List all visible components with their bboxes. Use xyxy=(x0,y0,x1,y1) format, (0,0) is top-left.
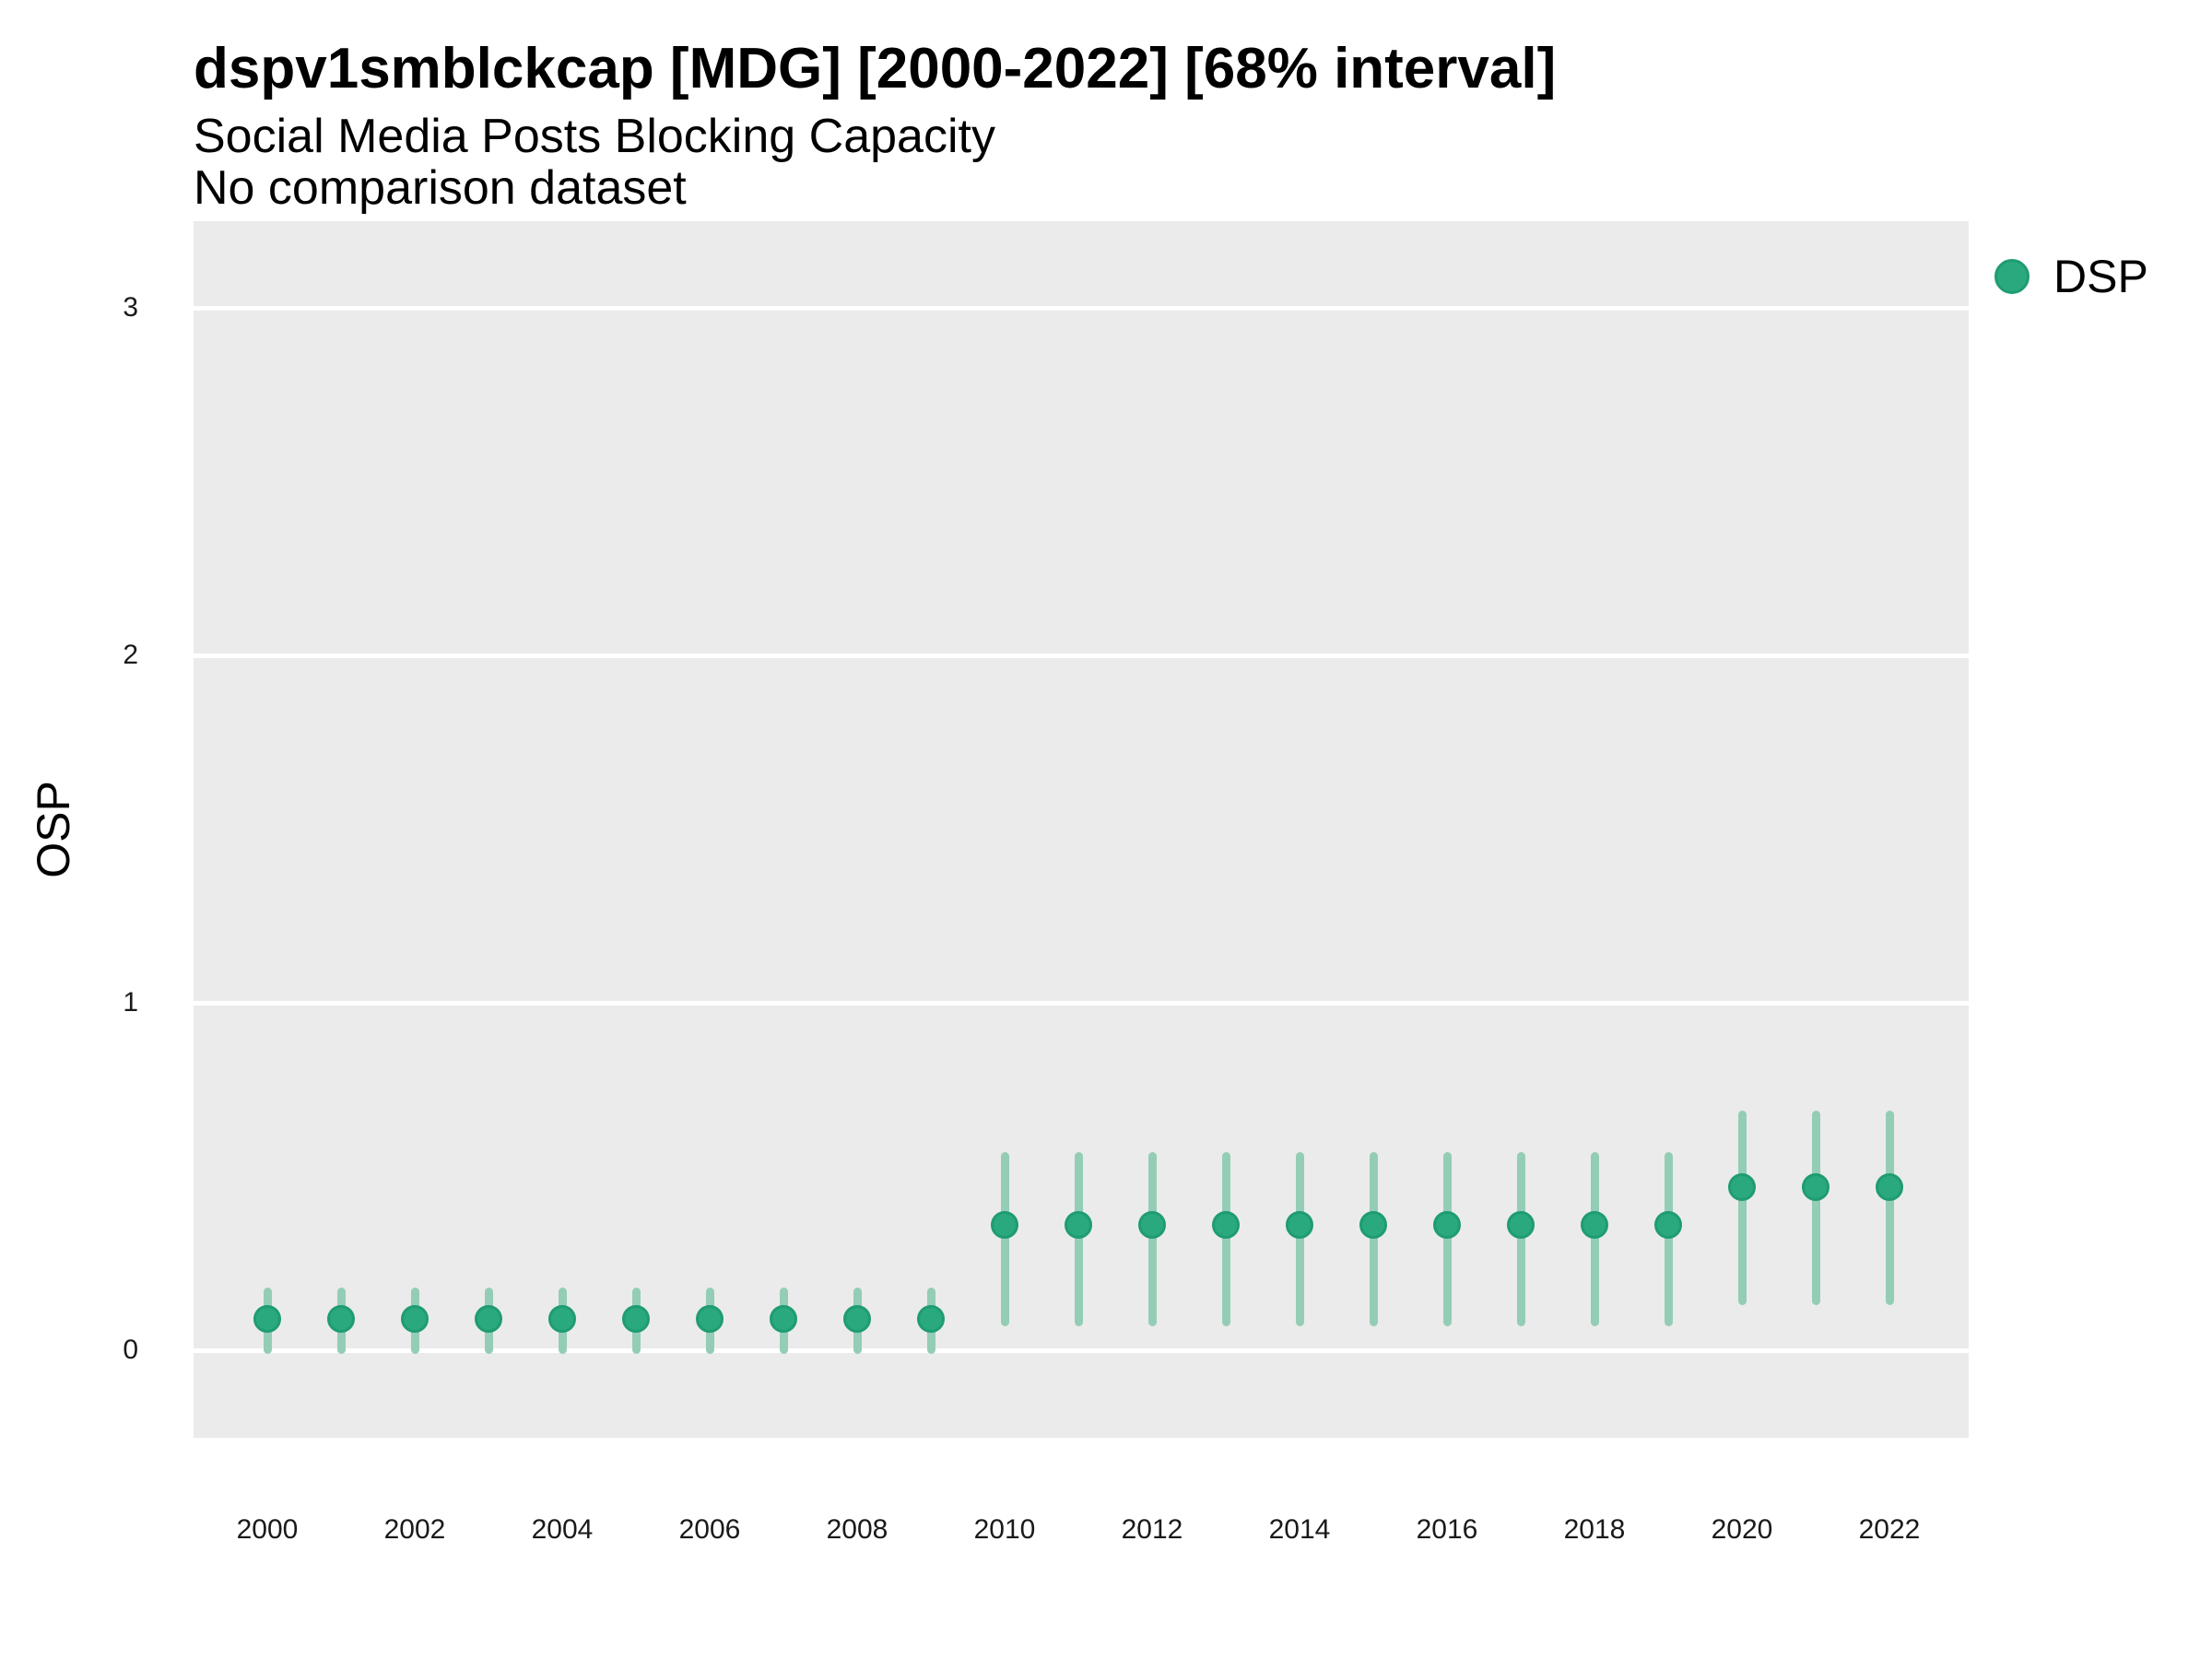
gridline-y-2 xyxy=(194,653,1969,658)
data-point-2016 xyxy=(1433,1211,1461,1240)
data-point-2018 xyxy=(1581,1211,1608,1240)
interval-bar-2016 xyxy=(1442,1152,1452,1326)
x-tick-label-2012: 2012 xyxy=(1121,1514,1183,1545)
x-tick-label-2014: 2014 xyxy=(1268,1514,1331,1545)
interval-bar-2015 xyxy=(1369,1152,1378,1326)
interval-bar-2010 xyxy=(1000,1152,1009,1326)
gridline-y-1 xyxy=(194,1000,1969,1006)
x-tick-label-2006: 2006 xyxy=(678,1514,741,1545)
interval-bar-2021 xyxy=(1811,1110,1820,1305)
x-tick-label-2018: 2018 xyxy=(1563,1514,1626,1545)
data-point-2005 xyxy=(622,1305,650,1334)
data-point-2003 xyxy=(475,1305,502,1334)
interval-bar-2012 xyxy=(1147,1152,1157,1326)
data-point-2014 xyxy=(1286,1211,1313,1240)
data-point-2019 xyxy=(1654,1211,1682,1240)
x-tick-label-2000: 2000 xyxy=(236,1514,299,1545)
data-point-2008 xyxy=(843,1305,871,1334)
x-tick-label-2016: 2016 xyxy=(1416,1514,1478,1545)
data-point-2004 xyxy=(548,1305,576,1334)
data-point-2010 xyxy=(991,1211,1018,1240)
data-point-2000 xyxy=(253,1305,281,1334)
chart-note: No comparison dataset xyxy=(194,161,687,215)
data-point-2012 xyxy=(1138,1211,1166,1240)
y-tick-label-0: 0 xyxy=(123,1335,138,1365)
gridline-y-0 xyxy=(194,1347,1969,1353)
legend-label: DSP xyxy=(2053,251,2148,302)
x-tick-label-2004: 2004 xyxy=(531,1514,594,1545)
y-axis-title: OSP xyxy=(28,781,79,878)
interval-bar-2018 xyxy=(1590,1152,1599,1326)
data-point-2009 xyxy=(917,1305,945,1334)
data-point-2011 xyxy=(1065,1211,1092,1240)
x-tick-label-2010: 2010 xyxy=(973,1514,1036,1545)
interval-bar-2013 xyxy=(1221,1152,1230,1326)
data-point-2015 xyxy=(1359,1211,1387,1240)
data-point-2007 xyxy=(770,1305,797,1334)
chart-subtitle: Social Media Posts Blocking Capacity xyxy=(194,110,995,163)
legend-point-swatch xyxy=(1994,259,2030,294)
data-point-2013 xyxy=(1212,1211,1240,1240)
interval-bar-2020 xyxy=(1737,1110,1747,1305)
interval-bar-2014 xyxy=(1295,1152,1304,1326)
legend: DSP xyxy=(1994,249,2148,304)
x-tick-label-2008: 2008 xyxy=(826,1514,888,1545)
x-tick-label-2020: 2020 xyxy=(1711,1514,1773,1545)
data-point-2006 xyxy=(696,1305,724,1334)
data-point-2017 xyxy=(1507,1211,1535,1240)
interval-bar-2022 xyxy=(1885,1110,1894,1305)
interval-bar-2019 xyxy=(1664,1152,1673,1326)
data-point-2020 xyxy=(1728,1172,1756,1201)
data-point-2001 xyxy=(327,1305,355,1334)
y-tick-label-1: 1 xyxy=(123,987,138,1018)
chart-title: dspv1smblckcap [MDG] [2000-2022] [68% in… xyxy=(194,37,1557,100)
interval-bar-2017 xyxy=(1516,1152,1525,1326)
x-tick-label-2022: 2022 xyxy=(1858,1514,1921,1545)
data-point-2002 xyxy=(401,1305,429,1334)
x-tick-label-2002: 2002 xyxy=(383,1514,446,1545)
y-tick-label-2: 2 xyxy=(123,640,138,670)
data-point-2022 xyxy=(1876,1172,1903,1201)
plot-panel xyxy=(194,221,1969,1438)
interval-bar-2011 xyxy=(1074,1152,1083,1326)
gridline-y-3 xyxy=(194,305,1969,311)
y-tick-label-3: 3 xyxy=(123,292,138,323)
data-point-2021 xyxy=(1802,1172,1830,1201)
